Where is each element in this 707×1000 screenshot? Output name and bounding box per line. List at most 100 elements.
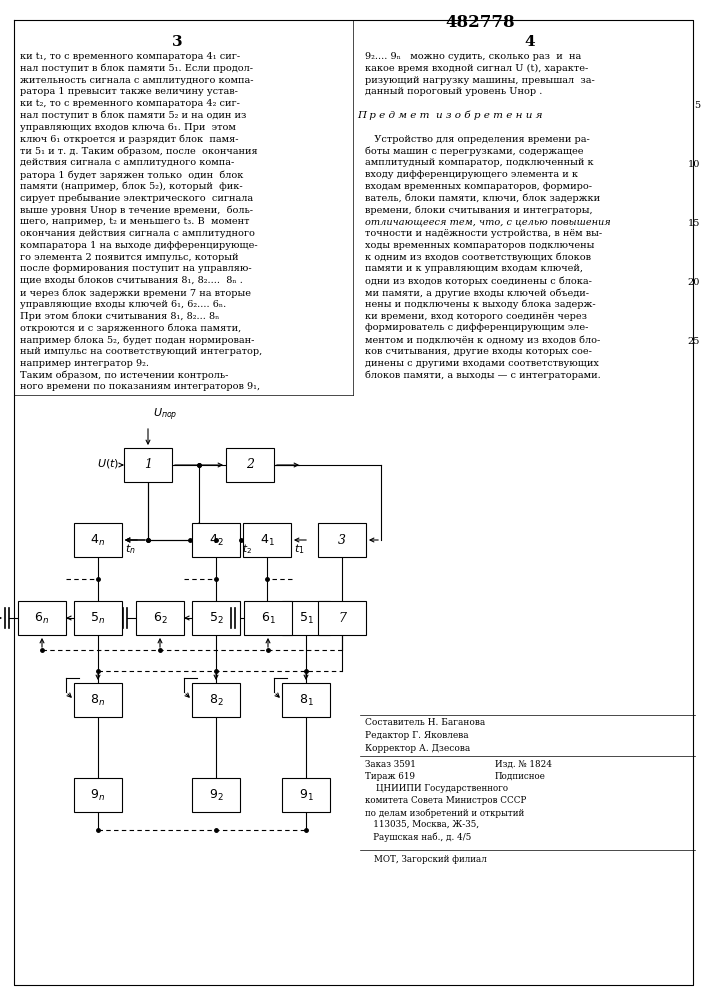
Text: действия сигнала с амплитудного компа-: действия сигнала с амплитудного компа- — [20, 158, 234, 167]
Text: точности и надёжности устройства, в нём вы-: точности и надёжности устройства, в нём … — [365, 229, 602, 238]
Text: амплитудный компаратор, подключенный к: амплитудный компаратор, подключенный к — [365, 158, 594, 167]
Text: ти 5₁ и т. д. Таким образом, после  окончания: ти 5₁ и т. д. Таким образом, после оконч… — [20, 146, 257, 156]
Text: $5_2$: $5_2$ — [209, 610, 223, 626]
Text: ратора 1 будет заряжен только  один  блок: ратора 1 будет заряжен только один блок — [20, 170, 243, 180]
Text: сирует пребывание электрического  сигнала: сирует пребывание электрического сигнала — [20, 194, 253, 203]
Text: компаратора 1 на выходе дифференцирующе-: компаратора 1 на выходе дифференцирующе- — [20, 241, 257, 250]
Text: после формирования поступит на управляю-: после формирования поступит на управляю- — [20, 264, 252, 273]
Text: формирователь с дифференцирующим эле-: формирователь с дифференцирующим эле- — [365, 323, 588, 332]
Text: $5_1$: $5_1$ — [298, 610, 313, 626]
Bar — [243, 523, 291, 557]
Text: откроются и с заряженного блока памяти,: откроются и с заряженного блока памяти, — [20, 323, 241, 333]
Text: какое время входной сигнал U (t), характе-: какое время входной сигнал U (t), характ… — [365, 64, 588, 73]
Text: Заказ 3591: Заказ 3591 — [365, 760, 416, 769]
Bar — [282, 601, 330, 635]
Text: $t_2$: $t_2$ — [242, 542, 252, 556]
Text: $t_n$: $t_n$ — [125, 542, 136, 556]
Text: управляющие входы ключей 6₁, 6₂.... 6ₙ.: управляющие входы ключей 6₁, 6₂.... 6ₙ. — [20, 300, 226, 309]
Text: нал поступит в блок памяти 5₁. Если продол-: нал поступит в блок памяти 5₁. Если прод… — [20, 64, 253, 73]
Text: выше уровня Uнор в течение времени,  боль-: выше уровня Uнор в течение времени, боль… — [20, 205, 253, 215]
Bar — [192, 683, 240, 717]
Text: $4_1$: $4_1$ — [259, 532, 274, 548]
Bar — [192, 778, 240, 812]
Bar — [318, 523, 366, 557]
Text: ходы временных компараторов подключены: ходы временных компараторов подключены — [365, 241, 595, 250]
Bar — [282, 778, 330, 812]
Text: Устройство для определения времени ра-: Устройство для определения времени ра- — [365, 135, 590, 144]
Text: Подписное: Подписное — [495, 772, 546, 781]
Bar — [244, 601, 292, 635]
Text: нал поступит в блок памяти 5₂ и на один из: нал поступит в блок памяти 5₂ и на один … — [20, 111, 246, 120]
Text: $9_2$: $9_2$ — [209, 787, 223, 803]
Text: $6_n$: $6_n$ — [35, 610, 49, 626]
Text: $4_n$: $4_n$ — [90, 532, 105, 548]
Text: ключ 6₁ откроется и разрядит блок  памя-: ключ 6₁ откроется и разрядит блок памя- — [20, 135, 238, 144]
Text: одни из входов которых соединены с блока-: одни из входов которых соединены с блока… — [365, 276, 592, 286]
Text: 113035, Москва, Ж-35,: 113035, Москва, Ж-35, — [365, 820, 479, 829]
Text: ризующий нагрузку машины, превышал  за-: ризующий нагрузку машины, превышал за- — [365, 76, 595, 85]
Text: ментом и подключён к одному из входов бло-: ментом и подключён к одному из входов бл… — [365, 335, 600, 345]
Text: ного времени по показаниям интеграторов 9₁,: ного времени по показаниям интеграторов … — [20, 382, 260, 391]
Text: например интегратор 9₂.: например интегратор 9₂. — [20, 359, 149, 368]
Text: отличающееся тем, что, с целью повышения: отличающееся тем, что, с целью повышения — [365, 217, 611, 226]
Text: 15: 15 — [688, 219, 700, 228]
Text: управляющих входов ключа 6₁. При  этом: управляющих входов ключа 6₁. При этом — [20, 123, 236, 132]
Text: динены с другими входами соответствующих: динены с другими входами соответствующих — [365, 359, 599, 368]
Text: данный пороговый уровень Uнор .: данный пороговый уровень Uнор . — [365, 87, 542, 96]
Text: и через блок задержки времени 7 на вторые: и через блок задержки времени 7 на вторы… — [20, 288, 251, 298]
Text: входу дифференцирующего элемента и к: входу дифференцирующего элемента и к — [365, 170, 578, 179]
Text: нены и подключены к выходу блока задерж-: нены и подключены к выходу блока задерж- — [365, 300, 595, 309]
Bar — [74, 778, 122, 812]
Text: памяти и к управляющим входам ключей,: памяти и к управляющим входам ключей, — [365, 264, 583, 273]
Text: ков считывания, другие входы которых сое-: ков считывания, другие входы которых сое… — [365, 347, 592, 356]
Text: ЦНИИПИ Государственного: ЦНИИПИ Государственного — [365, 784, 508, 793]
Text: $U(t)$: $U(t)$ — [97, 458, 119, 471]
Text: ватель, блоки памяти, ключи, блок задержки: ватель, блоки памяти, ключи, блок задерж… — [365, 194, 600, 203]
Text: П р е д м е т  и з о б р е т е н и я: П р е д м е т и з о б р е т е н и я — [357, 111, 543, 120]
Text: $8_2$: $8_2$ — [209, 692, 223, 708]
Text: 5: 5 — [694, 101, 700, 110]
Text: к одним из входов соответствующих блоков: к одним из входов соответствующих блоков — [365, 253, 591, 262]
Text: $8_n$: $8_n$ — [90, 692, 105, 708]
Text: 9₂.... 9ₙ   можно судить, сколько раз  и  на: 9₂.... 9ₙ можно судить, сколько раз и на — [365, 52, 581, 61]
Text: Раушская наб., д. 4/5: Раушская наб., д. 4/5 — [365, 832, 472, 842]
Text: 7: 7 — [338, 611, 346, 624]
Text: Изд. № 1824: Изд. № 1824 — [495, 760, 552, 769]
Text: времени, блоки считывания и интеграторы,: времени, блоки считывания и интеграторы, — [365, 205, 592, 215]
Bar — [74, 683, 122, 717]
Text: 482778: 482778 — [445, 14, 515, 31]
Text: 10: 10 — [688, 160, 700, 169]
Text: 4: 4 — [525, 35, 535, 49]
Text: Составитель Н. Баганова: Составитель Н. Баганова — [365, 718, 485, 727]
Text: 2: 2 — [246, 458, 254, 472]
Bar — [74, 601, 122, 635]
Text: $4_2$: $4_2$ — [209, 532, 223, 548]
Text: $5_n$: $5_n$ — [90, 610, 105, 626]
Text: ратора 1 превысит также величину устав-: ратора 1 превысит также величину устав- — [20, 87, 238, 96]
Text: щие входы блоков считывания 8₁, 8₂....  8ₙ .: щие входы блоков считывания 8₁, 8₂.... 8… — [20, 276, 243, 285]
Bar — [74, 523, 122, 557]
Text: Тираж 619: Тираж 619 — [365, 772, 415, 781]
Text: $9_1$: $9_1$ — [298, 787, 313, 803]
Bar — [226, 448, 274, 482]
Text: 3: 3 — [338, 534, 346, 546]
Text: памяти (например, блок 5₂), который  фик-: памяти (например, блок 5₂), который фик- — [20, 182, 243, 191]
Text: 25: 25 — [688, 337, 700, 346]
Bar — [18, 601, 66, 635]
Text: $9_n$: $9_n$ — [90, 787, 105, 803]
Text: жительность сигнала с амплитудного компа-: жительность сигнала с амплитудного компа… — [20, 76, 254, 85]
Bar — [192, 601, 240, 635]
Text: ки времени, вход которого соединён через: ки времени, вход которого соединён через — [365, 312, 587, 321]
Text: входам временных компараторов, формиро-: входам временных компараторов, формиро- — [365, 182, 592, 191]
Text: $U_{пор}$: $U_{пор}$ — [153, 407, 177, 423]
Text: ки t₂, то с временного компаратора 4₂ сиг-: ки t₂, то с временного компаратора 4₂ си… — [20, 99, 240, 108]
Text: При этом блоки считывания 8₁, 8₂... 8ₙ: При этом блоки считывания 8₁, 8₂... 8ₙ — [20, 312, 219, 321]
Text: блоков памяти, а выходы — с интеграторами.: блоков памяти, а выходы — с интеграторам… — [365, 371, 601, 380]
Text: 20: 20 — [688, 278, 700, 287]
Text: Редактор Г. Яковлева: Редактор Г. Яковлева — [365, 731, 469, 740]
Text: го элемента 2 появится импульс, который: го элемента 2 появится импульс, который — [20, 253, 238, 262]
Text: 3: 3 — [172, 35, 182, 49]
Text: ки t₁, то с временного компаратора 4₁ сиг-: ки t₁, то с временного компаратора 4₁ си… — [20, 52, 240, 61]
Text: Корректор А. Дзесова: Корректор А. Дзесова — [365, 744, 470, 753]
Text: по делам изобретений и открытий: по делам изобретений и открытий — [365, 808, 525, 818]
